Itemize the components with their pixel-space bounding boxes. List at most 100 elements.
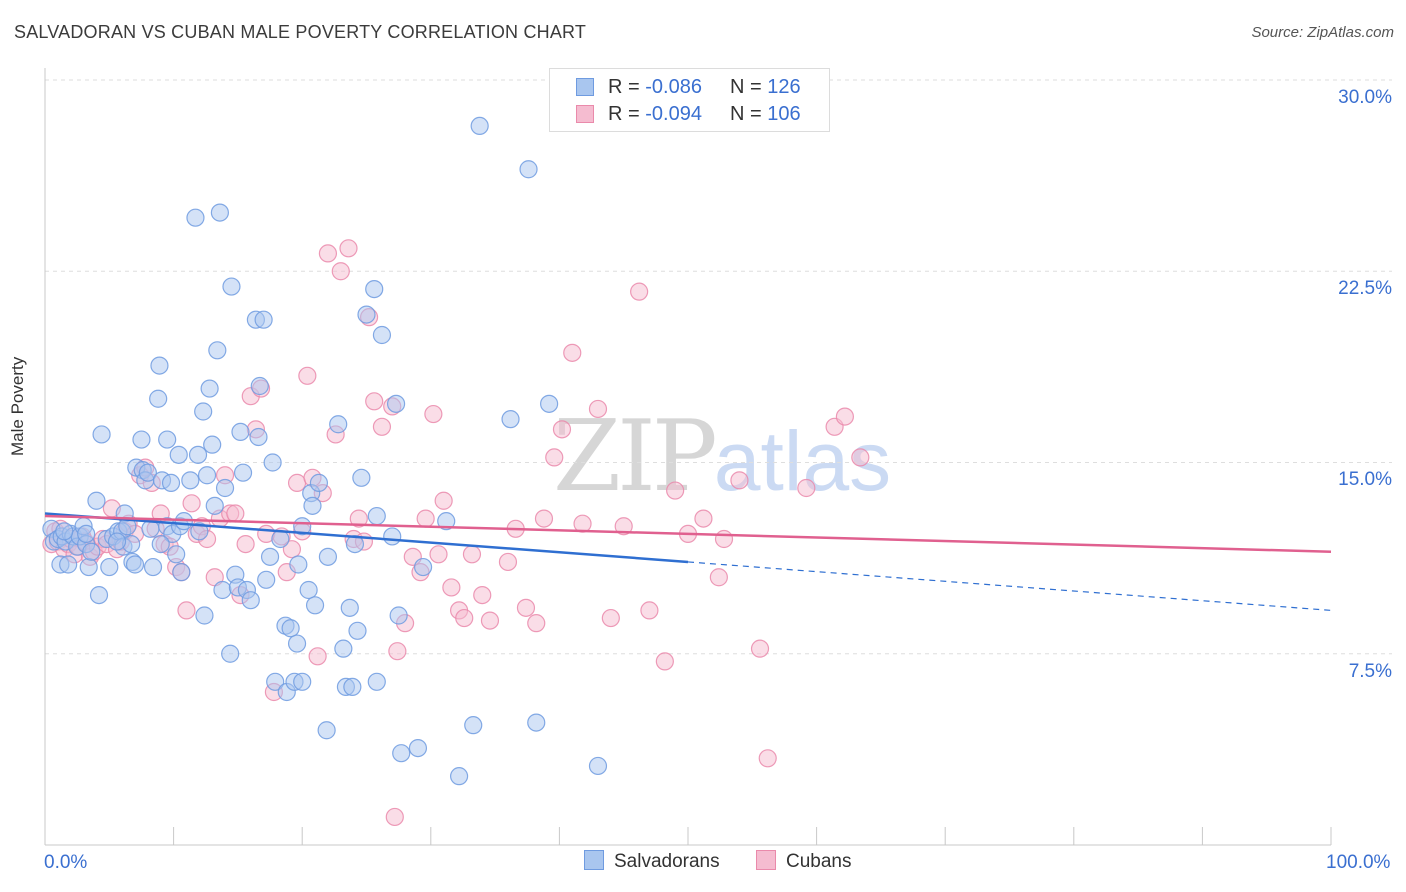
salvadoran-point <box>501 410 520 429</box>
salvadoran-point <box>367 506 386 526</box>
salvadoran-point <box>158 430 177 449</box>
cuban-point <box>563 343 582 362</box>
salvadoran-point <box>352 468 371 487</box>
salvadoran-point <box>343 677 362 697</box>
y-axis-label: Male Poverty <box>8 356 27 456</box>
salvadoran-point <box>449 767 469 786</box>
salvadoran-point <box>266 672 285 691</box>
cuban-point <box>694 509 713 528</box>
salvadoran-point <box>222 277 241 296</box>
cuban-point <box>750 639 770 658</box>
legend-item-salvadorans: Salvadorans <box>584 850 720 873</box>
salvadoran-point <box>59 555 78 574</box>
cuban-point <box>473 585 492 605</box>
salvadoran-point <box>386 394 406 413</box>
salvadoran-point <box>221 644 240 663</box>
source-label: Source: ZipAtlas.com <box>1251 24 1394 41</box>
salvadoran-point <box>208 341 227 360</box>
salvadoran-point <box>82 542 101 561</box>
cuban-point <box>758 749 777 768</box>
salvadoran-point <box>540 394 559 413</box>
salvadoran-point <box>143 557 163 577</box>
salvadoran-point <box>254 310 273 329</box>
blue-swatch <box>584 850 604 870</box>
salvadoran-point <box>318 547 338 566</box>
salvadoran-point <box>200 379 219 398</box>
cuban-point <box>385 807 404 827</box>
salvadoran-point <box>464 716 483 735</box>
cuban-point <box>177 601 196 620</box>
salvadoran-point <box>210 203 229 222</box>
cuban-point <box>516 598 536 617</box>
salvadoran-point <box>309 473 329 492</box>
salvadoran-point <box>289 555 308 574</box>
salvadoran-point <box>437 512 456 531</box>
salvadoran-point <box>317 721 336 740</box>
cuban-point <box>545 448 564 467</box>
salvadoran-point <box>233 463 253 482</box>
salvadoran-point <box>365 280 384 299</box>
salvadoran-point <box>383 527 402 546</box>
salvadoran-point <box>190 522 209 541</box>
blue-swatch <box>576 78 594 96</box>
cuban-point <box>429 545 448 564</box>
salvadoran-point <box>348 621 367 640</box>
salvadoran-point <box>299 580 318 600</box>
cuban-point <box>308 647 327 666</box>
cuban-point <box>236 534 255 554</box>
cuban-point <box>714 529 734 549</box>
cuban-point <box>534 509 554 528</box>
salvadoran-point <box>215 478 235 498</box>
cuban-point <box>298 366 317 385</box>
salvadoran-point <box>389 606 408 625</box>
salvadoran-point <box>413 557 433 577</box>
cuban-point <box>182 494 201 513</box>
salvadoran-point <box>519 160 538 179</box>
salvadoran-point <box>329 415 348 434</box>
cuban-point <box>372 417 392 436</box>
salvadoran-point <box>188 445 208 464</box>
salvadoran-point <box>77 524 96 544</box>
salvadoran-point <box>87 491 106 510</box>
salvadoran-point <box>89 585 109 605</box>
salvadoran-point <box>334 639 353 658</box>
salvadoran-point <box>100 557 119 577</box>
cuban-point <box>498 552 518 572</box>
salvadoran-point <box>125 555 145 574</box>
cuban-point <box>655 652 674 671</box>
salvadoran-point <box>195 606 214 625</box>
cuban-point <box>226 504 245 523</box>
y-tick-label: 7.5% <box>1348 661 1392 682</box>
salvadoran-point <box>408 738 428 758</box>
x-tick-label-min: 0.0% <box>44 852 88 873</box>
salvadoran-point <box>194 402 213 421</box>
salvadoran-point <box>79 557 98 577</box>
salvadoran-point <box>55 522 74 541</box>
salvadoran-point <box>167 545 186 564</box>
salvadoran-trend-line <box>44 512 689 564</box>
cuban-point <box>318 244 338 263</box>
salvadoran-point <box>231 422 250 441</box>
salvadoran-point <box>588 756 608 776</box>
salvadoran-point <box>151 534 170 554</box>
r-stat: R = -0.094 <box>608 103 702 125</box>
cuban-point <box>709 568 728 587</box>
cuban-point <box>282 540 302 559</box>
legend-item-cubans: Cubans <box>756 850 852 873</box>
y-tick-label: 22.5% <box>1338 278 1392 299</box>
salvadoran-point <box>161 473 181 492</box>
pink-swatch <box>756 850 776 870</box>
salvadoran-point <box>249 427 268 447</box>
salvadoran-point <box>172 563 191 582</box>
salvadoran-point <box>367 672 386 691</box>
cuban-point <box>552 420 572 439</box>
salvadoran-point <box>107 532 127 551</box>
cuban-point <box>462 545 482 564</box>
salvadoran-point <box>263 453 282 472</box>
salvadoran-point <box>241 591 260 610</box>
salvadoran-point <box>527 713 546 732</box>
cuban-point <box>365 392 384 411</box>
salvadoran-point <box>303 496 322 515</box>
y-tick-label: 15.0% <box>1338 469 1392 490</box>
salvadoran-point <box>169 445 188 464</box>
